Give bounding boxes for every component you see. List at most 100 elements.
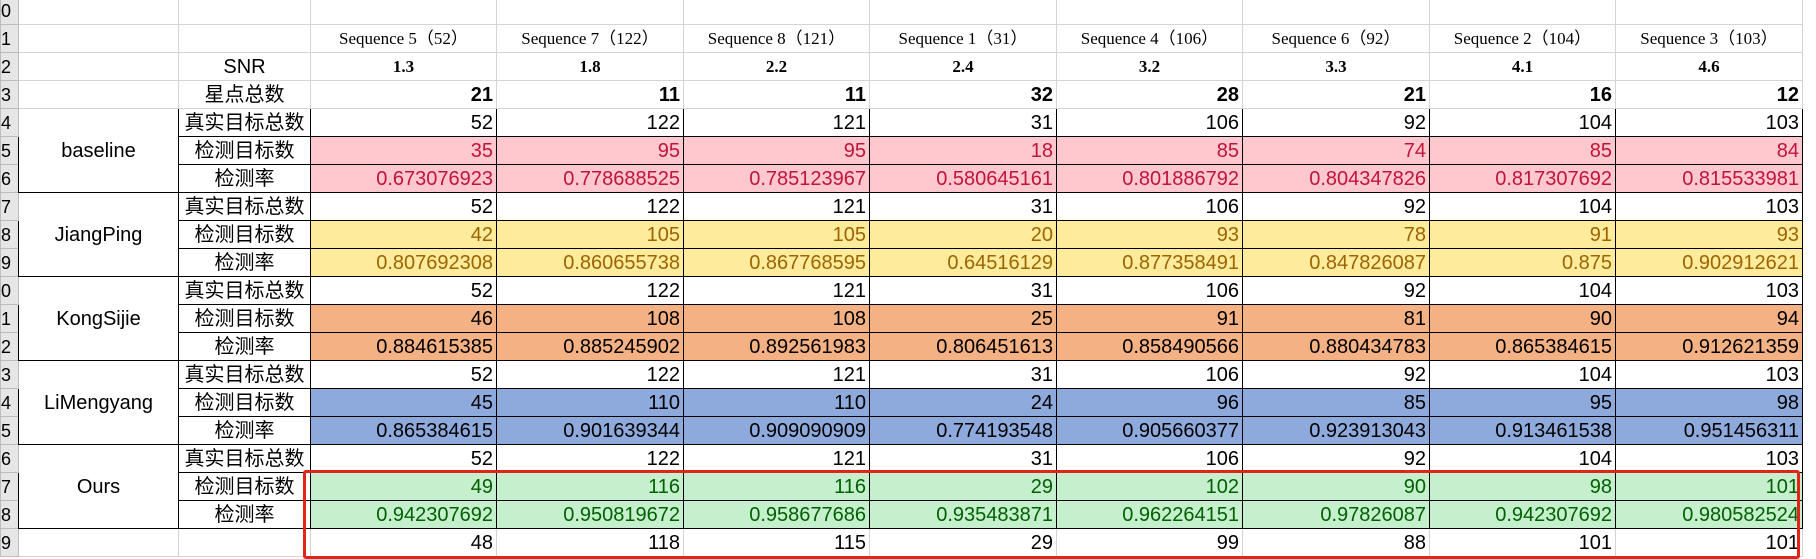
value-cell[interactable]: 18 — [869, 136, 1057, 165]
row-header[interactable]: 2 — [0, 52, 19, 81]
value-cell[interactable]: 85 — [1429, 136, 1616, 165]
stars-cell[interactable]: 11 — [683, 80, 870, 109]
value-cell[interactable]: 0.901639344 — [496, 416, 684, 445]
row-label-cell[interactable]: 检测目标数 — [178, 136, 311, 165]
stars-cell[interactable]: 12 — [1615, 80, 1803, 109]
cell[interactable] — [1242, 0, 1430, 25]
value-cell[interactable]: 101 — [1615, 528, 1803, 557]
value-cell[interactable]: 20 — [869, 220, 1057, 249]
value-cell[interactable]: 31 — [869, 192, 1057, 221]
value-cell[interactable]: 24 — [869, 388, 1057, 417]
cell[interactable] — [310, 0, 497, 25]
value-cell[interactable]: 121 — [683, 444, 870, 473]
value-cell[interactable]: 0.942307692 — [1429, 500, 1616, 529]
value-cell[interactable]: 103 — [1615, 276, 1803, 305]
row-label-cell[interactable]: 检测率 — [178, 500, 311, 529]
stars-cell[interactable]: 32 — [869, 80, 1057, 109]
value-cell[interactable]: 108 — [683, 304, 870, 333]
value-cell[interactable]: 108 — [496, 304, 684, 333]
value-cell[interactable]: 122 — [496, 360, 684, 389]
value-cell[interactable]: 104 — [1429, 276, 1616, 305]
value-cell[interactable]: 96 — [1056, 388, 1243, 417]
row-header[interactable]: 4 — [0, 108, 19, 137]
value-cell[interactable]: 0.778688525 — [496, 164, 684, 193]
snr-cell[interactable]: 3.2 — [1056, 52, 1243, 81]
value-cell[interactable]: 0.902912621 — [1615, 248, 1803, 277]
sequence-header-cell[interactable]: Sequence 6（92） — [1242, 24, 1430, 53]
value-cell[interactable]: 0.962264151 — [1056, 500, 1243, 529]
value-cell[interactable]: 92 — [1242, 192, 1430, 221]
value-cell[interactable]: 118 — [496, 528, 684, 557]
value-cell[interactable]: 103 — [1615, 444, 1803, 473]
value-cell[interactable]: 104 — [1429, 360, 1616, 389]
row-header[interactable]: 5 — [0, 136, 19, 165]
value-cell[interactable]: 0.804347826 — [1242, 164, 1430, 193]
value-cell[interactable]: 121 — [683, 108, 870, 137]
cell[interactable] — [1056, 0, 1243, 25]
snr-cell[interactable]: 3.3 — [1242, 52, 1430, 81]
row-header[interactable]: 6 — [0, 164, 19, 193]
value-cell[interactable]: 78 — [1242, 220, 1430, 249]
row-label-cell[interactable]: 真实目标总数 — [178, 192, 311, 221]
value-cell[interactable]: 90 — [1242, 472, 1430, 501]
row-header[interactable]: 0 — [0, 276, 19, 305]
value-cell[interactable]: 52 — [310, 108, 497, 137]
cell[interactable] — [178, 24, 311, 53]
value-cell[interactable]: 101 — [1429, 528, 1616, 557]
row-label-cell[interactable]: 检测率 — [178, 416, 311, 445]
value-cell[interactable]: 0.774193548 — [869, 416, 1057, 445]
value-cell[interactable]: 0.97826087 — [1242, 500, 1430, 529]
value-cell[interactable]: 90 — [1429, 304, 1616, 333]
stars-cell[interactable]: 21 — [1242, 80, 1430, 109]
row-header[interactable]: 4 — [0, 388, 19, 417]
value-cell[interactable]: 0.877358491 — [1056, 248, 1243, 277]
row-label-cell[interactable]: 检测率 — [178, 248, 311, 277]
value-cell[interactable]: 45 — [310, 388, 497, 417]
value-cell[interactable]: 0.801886792 — [1056, 164, 1243, 193]
group-name-cell[interactable]: baseline — [18, 108, 179, 193]
cell[interactable] — [1615, 0, 1803, 25]
value-cell[interactable]: 0.912621359 — [1615, 332, 1803, 361]
value-cell[interactable]: 0.875 — [1429, 248, 1616, 277]
value-cell[interactable]: 92 — [1242, 276, 1430, 305]
value-cell[interactable]: 52 — [310, 192, 497, 221]
value-cell[interactable]: 104 — [1429, 192, 1616, 221]
value-cell[interactable]: 102 — [1056, 472, 1243, 501]
group-name-cell[interactable]: JiangPing — [18, 192, 179, 277]
row-header[interactable]: 1 — [0, 304, 19, 333]
row-label-cell[interactable]: 真实目标总数 — [178, 108, 311, 137]
value-cell[interactable]: 121 — [683, 192, 870, 221]
value-cell[interactable]: 110 — [496, 388, 684, 417]
value-cell[interactable]: 31 — [869, 276, 1057, 305]
row-header[interactable]: 8 — [0, 500, 19, 529]
value-cell[interactable]: 103 — [1615, 108, 1803, 137]
value-cell[interactable]: 116 — [683, 472, 870, 501]
value-cell[interactable]: 52 — [310, 276, 497, 305]
row-label-cell[interactable]: 真实目标总数 — [178, 276, 311, 305]
row-header[interactable]: 3 — [0, 80, 19, 109]
value-cell[interactable]: 103 — [1615, 192, 1803, 221]
value-cell[interactable]: 0.880434783 — [1242, 332, 1430, 361]
row-label-cell[interactable]: 检测目标数 — [178, 472, 311, 501]
value-cell[interactable]: 105 — [683, 220, 870, 249]
value-cell[interactable]: 106 — [1056, 444, 1243, 473]
value-cell[interactable]: 0.865384615 — [1429, 332, 1616, 361]
value-cell[interactable]: 92 — [1242, 444, 1430, 473]
snr-cell[interactable]: 1.8 — [496, 52, 684, 81]
value-cell[interactable]: 0.942307692 — [310, 500, 497, 529]
sequence-header-cell[interactable]: Sequence 7（122） — [496, 24, 684, 53]
stars-cell[interactable]: 16 — [1429, 80, 1616, 109]
sequence-header-cell[interactable]: Sequence 5（52） — [310, 24, 497, 53]
group-name-cell[interactable]: LiMengyang — [18, 360, 179, 445]
value-cell[interactable]: 93 — [1056, 220, 1243, 249]
value-cell[interactable]: 93 — [1615, 220, 1803, 249]
value-cell[interactable]: 122 — [496, 276, 684, 305]
value-cell[interactable]: 0.905660377 — [1056, 416, 1243, 445]
value-cell[interactable]: 91 — [1056, 304, 1243, 333]
value-cell[interactable]: 0.64516129 — [869, 248, 1057, 277]
sequence-header-cell[interactable]: Sequence 2（104） — [1429, 24, 1616, 53]
snr-cell[interactable]: 2.2 — [683, 52, 870, 81]
row-label-cell[interactable]: 检测目标数 — [178, 388, 311, 417]
value-cell[interactable]: 0.860655738 — [496, 248, 684, 277]
